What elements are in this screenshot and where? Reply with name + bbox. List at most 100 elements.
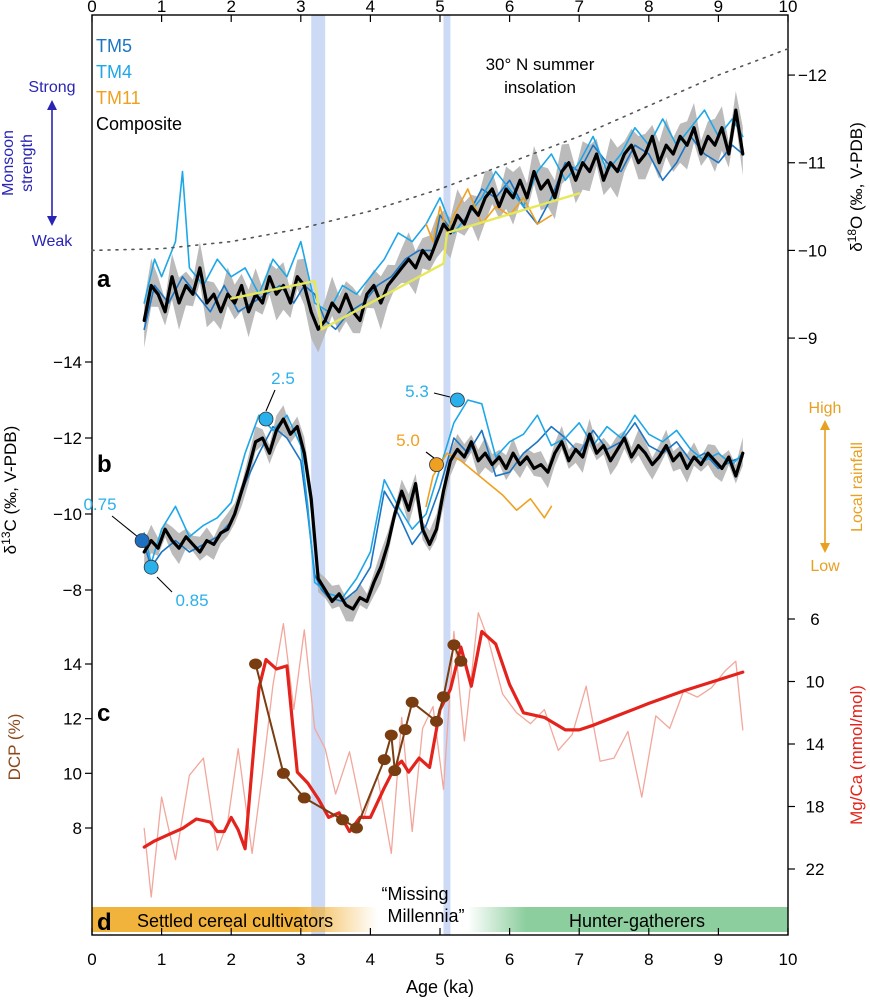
legend-tm4: TM4 [96,62,132,82]
x-tick-label-top-9: 9 [714,0,723,16]
monsoon-arrow-up-icon [47,100,57,110]
monsoon-strong-label: Strong [28,79,75,96]
panel-a-y-tick-label--9: −9 [798,329,817,348]
x-tick-label-bottom-0: 0 [87,950,96,969]
dated-point-label-1: 0.85 [175,591,208,610]
dcp-marker-12 [447,639,461,651]
legend-composite: Composite [96,114,182,134]
dated-point-label-2: 2.5 [271,369,295,388]
panel-c-left-axis-label: DCP (%) [5,714,24,781]
timeline-bar-settled [92,907,378,932]
x-tick-label-bottom-8: 8 [644,950,653,969]
dcp-marker-8 [398,724,412,736]
panel-letter-a: a [97,266,111,293]
insolation-label-line2: insolation [504,78,576,97]
legend: TM5 TM4 TM11 Composite [96,36,182,134]
rainfall-axis-label: Local rainfall [849,442,866,532]
rainfall-arrow-up-icon [820,420,830,430]
dated-point-arrow-4 [433,392,451,398]
panel-b-y-tick-label--8: −8 [63,581,82,600]
x-tick-label-top-5: 5 [435,0,444,16]
panel-letter-c: c [97,700,110,727]
x-tick-label-bottom-1: 1 [157,950,166,969]
dated-point-arrow-3 [425,451,435,459]
panel-c-left-axis: 8 10 12 14 [63,655,92,838]
x-tick-label-top-1: 1 [157,0,166,16]
panel-c-right-axis-label: Mg/Ca (mmol/mol) [847,685,866,825]
x-tick-label-top-0: 0 [87,0,96,16]
x-tick-label-bottom-4: 4 [366,950,375,969]
panel-c-right-tick-label-6: 6 [810,610,819,629]
insolation-label-line1: 30° N summer [486,55,595,74]
dcp-marker-6 [384,729,398,741]
panel-b-series-1 [143,399,744,599]
timeline-panel-d: Settled cereal cultivators “MissingMillen… [92,884,788,936]
timeline-label-settled: Settled cereal cultivators [137,911,333,931]
panel-a-y-tick-label--11: −11 [798,154,826,173]
timeline-label-missing-1: “Missing [381,884,448,904]
x-tick-label-bottom-9: 9 [714,950,723,969]
panel-a-y-axis: −12 −11 −10 −9 [788,66,827,348]
monsoon-axis-label2: strength [19,134,36,192]
dcp-marker-2 [297,792,311,804]
x-tick-label-top-6: 6 [505,0,514,16]
x-tick-label-bottom-7: 7 [574,950,583,969]
dated-point-4 [449,392,465,408]
dated-point-arrow-1 [156,576,173,593]
dcp-marker-7 [388,765,402,777]
x-tick-label-top-8: 8 [644,0,653,16]
rainfall-arrow-down-icon [820,543,830,553]
panel-letter-b: b [97,451,112,478]
panel-b-y-axis-label: δ13C (‰, V-PDB) [0,426,20,555]
x-tick-label-bottom-2: 2 [226,950,235,969]
panel-a-d18o: −12 −11 −10 −9 δ18O (‰, V-PDB) a [91,47,866,353]
highlight-band-0 [311,15,326,935]
rainfall-low-label: Low [810,558,840,575]
panel-c-right-tick-label-22: 22 [806,860,825,879]
monsoon-weak-label: Weak [32,233,74,250]
panel-c-left-tick-label-12: 12 [63,710,82,729]
timeline-label-missing-2: Millennia” [387,906,464,926]
dated-point-1 [143,559,159,575]
panel-c-right-axis: 6 10 14 18 22 [788,610,824,879]
panel-c-right-tick-label-14: 14 [806,735,825,754]
panel-c-series-1 [142,629,745,851]
dated-point-0 [134,533,150,548]
panel-letter-d: d [97,909,112,936]
monsoon-arrow-down-icon [47,216,57,226]
plot-frame: 0 0 1 1 2 2 3 3 4 4 5 5 6 6 7 7 8 8 9 9 10 10 Age (ka) [87,0,797,997]
panel-a-series-1 [143,109,744,313]
dcp-marker-13 [454,655,468,667]
dated-point-label-3: 5.0 [396,431,420,450]
timeline-label-hunters: Hunter-gatherers [569,911,705,931]
dated-point-label-0: 0.75 [83,495,116,514]
panel-b-y-axis: −14 −12 −10 −8 [53,353,92,600]
x-tick-label-bottom-3: 3 [296,950,305,969]
monsoon-axis-label1: Monsoon [0,130,17,196]
panel-b-y-tick-label--12: −12 [53,429,82,448]
dated-point-arrow-2 [265,389,276,412]
panel-c-left-tick-label-10: 10 [63,764,82,783]
legend-tm11: TM11 [96,88,141,108]
panel-b-y-tick-label--14: −14 [53,353,82,372]
panel-c-left-tick-label-14: 14 [63,655,82,674]
x-axis-label: Age (ka) [406,977,474,997]
rainfall-high-label: High [809,400,842,417]
panel-a-y-tick-label--12: −12 [798,66,827,85]
x-tick-label-top-3: 3 [296,0,305,16]
panel-c-series-0 [143,612,744,898]
timeline-bar-hunters [467,907,788,932]
dated-point-label-4: 5.3 [405,382,429,401]
x-tick-label-bottom-6: 6 [505,950,514,969]
dcp-marker-11 [436,691,450,703]
panel-a-y-tick-label--10: −10 [798,241,827,260]
dated-point-3 [429,457,444,473]
annotations: 30° N summer insolation Strong Weak Mons… [0,55,866,575]
panel-a-series-2 [425,188,553,243]
panel-c-right-tick-label-10: 10 [806,673,825,692]
dcp-marker-0 [249,658,263,670]
legend-tm5: TM5 [96,36,132,56]
panel-c-right-tick-label-18: 18 [806,798,825,817]
x-tick-label-top-7: 7 [574,0,583,16]
